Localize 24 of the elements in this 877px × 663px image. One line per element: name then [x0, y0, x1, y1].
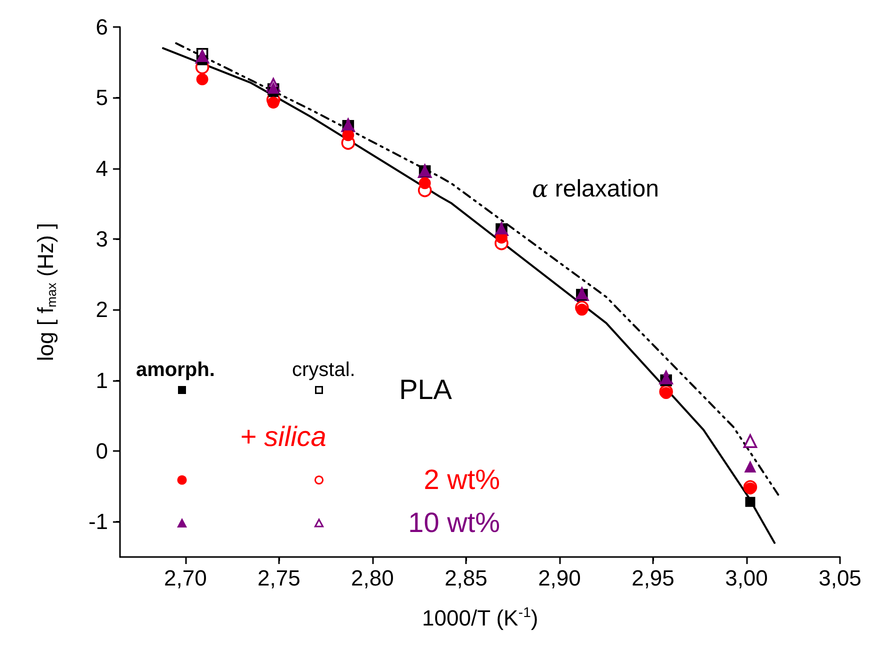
- y-tick-label: 5: [96, 85, 108, 110]
- annotation: PLA: [399, 374, 452, 405]
- y-tick-label: 1: [96, 368, 108, 393]
- annotation: α relaxation: [532, 175, 659, 203]
- y-tick-label: 4: [96, 156, 108, 181]
- y-axis-title: log [ fmax (Hz) ]: [33, 222, 59, 362]
- y-tick-label: 3: [96, 226, 108, 252]
- annotation: + silica: [240, 421, 326, 452]
- x-tick-label: 2,85: [444, 566, 488, 590]
- x-tick-label: 2,75: [258, 566, 300, 590]
- x-tick-label: 2,70: [164, 566, 207, 590]
- y-tick-label: 0: [96, 438, 108, 464]
- y-tick-label: -1: [88, 509, 108, 534]
- x-tick-label: 2,80: [351, 566, 394, 590]
- annotation: crystal.: [292, 359, 356, 381]
- annotation: amorph.: [136, 359, 215, 381]
- y-tick-label: 6: [96, 14, 108, 40]
- x-tick-label: 3,05: [818, 566, 862, 590]
- x-tick-label: 3,00: [725, 566, 768, 590]
- x-tick-label: 2,95: [632, 566, 674, 590]
- x-tick-label: 2,90: [538, 566, 581, 590]
- y-tick-label: 2: [96, 297, 108, 322]
- annotation: 2 wt%: [424, 464, 500, 495]
- annotation: 10 wt%: [408, 507, 500, 538]
